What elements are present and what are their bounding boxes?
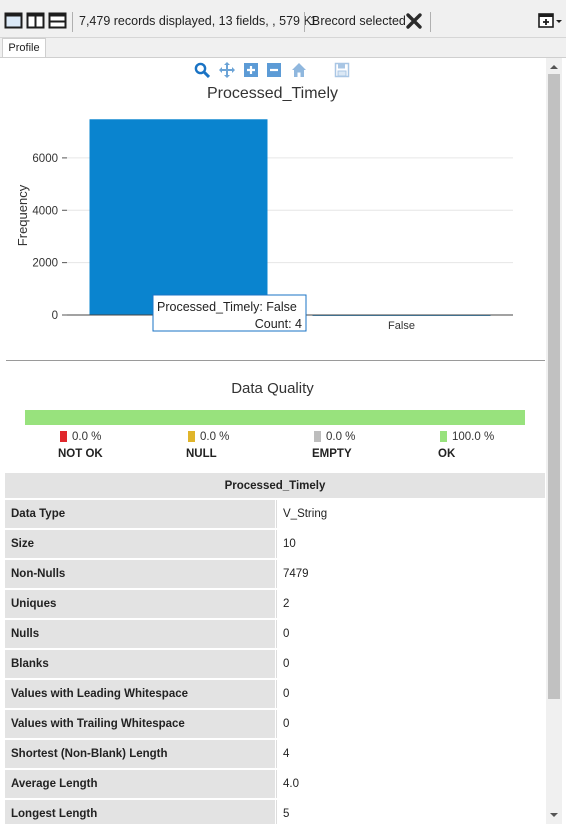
toolbar-separator [430, 12, 431, 32]
table-row: Uniques 2 [5, 590, 545, 620]
toolbar-separator [304, 12, 305, 32]
toolbar-separator [72, 12, 73, 32]
stat-label: Non-Nulls [5, 560, 275, 588]
add-window-button[interactable] [538, 12, 564, 32]
stat-label: Values with Trailing Whitespace [5, 710, 275, 738]
pan-button[interactable] [219, 62, 235, 78]
add-window-icon [538, 13, 562, 28]
zoom-button[interactable] [194, 62, 211, 79]
tab-bar: Profile [0, 38, 566, 58]
records-status: 7,479 records displayed, 13 fields, , 57… [79, 14, 321, 28]
stat-value: 0 [276, 620, 545, 648]
stat-label: Data Type [5, 500, 275, 528]
stat-label: Nulls [5, 620, 275, 648]
chart-title: Processed_Timely [206, 85, 338, 102]
table-row: Values with Leading Whitespace 0 [5, 680, 545, 710]
plus-square-icon [244, 63, 258, 77]
table-row: Non-Nulls 7479 [5, 560, 545, 590]
dq-label: OK [438, 448, 456, 460]
stat-value: 5 [276, 800, 545, 824]
scroll-thumb[interactable] [548, 74, 560, 699]
dq-label: NOT OK [58, 448, 103, 460]
stat-label: Uniques [5, 590, 275, 618]
table-row: Longest Length 5 [5, 800, 545, 824]
y-tick-label: 0 [52, 310, 58, 322]
stat-value: 0 [276, 710, 545, 738]
stat-value: 4.0 [276, 770, 545, 798]
vertical-scrollbar[interactable] [546, 58, 562, 824]
stat-value: 10 [276, 530, 545, 558]
data-quality-bar [25, 410, 525, 425]
minus-square-icon [267, 63, 281, 77]
tab-profile[interactable]: Profile [2, 38, 46, 58]
table-row: Size 10 [5, 530, 545, 560]
dq-swatch [314, 431, 321, 442]
data-quality-title: Data Quality [231, 380, 314, 397]
split-horizontal-button[interactable] [48, 11, 68, 31]
scroll-down-icon[interactable] [549, 810, 559, 820]
table-row: Shortest (Non-Blank) Length 4 [5, 740, 545, 770]
table-row: Values with Trailing Whitespace 0 [5, 710, 545, 740]
stat-value: 4 [276, 740, 545, 768]
reset-view-button[interactable] [291, 62, 307, 78]
table-row: Average Length 4.0 [5, 770, 545, 800]
y-tick-label: 2000 [32, 258, 58, 270]
clear-selection-button[interactable] [405, 12, 425, 32]
dq-label: EMPTY [312, 448, 352, 460]
split-horizontal-icon [48, 12, 67, 29]
stat-value: 0 [276, 650, 545, 678]
section-divider [6, 360, 545, 361]
stat-value: 2 [276, 590, 545, 618]
stat-label: Shortest (Non-Blank) Length [5, 740, 275, 768]
single-pane-icon [4, 12, 23, 29]
y-tick-label: 6000 [32, 153, 58, 165]
y-tick-label: 4000 [32, 205, 58, 217]
dq-swatch [440, 431, 447, 442]
stat-label: Longest Length [5, 800, 275, 824]
field-stats-table: Processed_Timely Data Type V_String Size 1… [5, 473, 545, 824]
close-icon [406, 13, 422, 29]
dq-percent: 100.0 % [452, 431, 495, 443]
stat-label: Blanks [5, 650, 275, 678]
single-view-button[interactable] [4, 11, 24, 31]
tooltip-count: Count: 4 [255, 317, 302, 331]
dq-percent: 0.0 % [326, 431, 356, 443]
table-header: Processed_Timely [5, 473, 545, 500]
save-icon [334, 62, 350, 78]
dq-swatch [60, 431, 67, 442]
tooltip-title: Processed_Timely: False [157, 300, 297, 314]
results-toolbar: 7,479 records displayed, 13 fields, , 57… [0, 0, 566, 38]
stat-value: V_String [276, 500, 545, 528]
stat-label: Size [5, 530, 275, 558]
save-chart-button[interactable] [334, 62, 350, 78]
table-row: Blanks 0 [5, 650, 545, 680]
zoom-out-button[interactable] [266, 62, 282, 78]
zoom-in-button[interactable] [243, 62, 259, 78]
stat-label: Average Length [5, 770, 275, 798]
table-row: Data Type V_String [5, 500, 545, 530]
dq-label: NULL [186, 448, 217, 460]
stat-value: 7479 [276, 560, 545, 588]
x-tick-label: False [388, 320, 415, 332]
histogram-chart: 0 2000 4000 6000 Frequency False Processed_Tim… [15, 119, 513, 332]
y-axis-label: Frequency [15, 184, 30, 246]
stat-value: 0 [276, 680, 545, 708]
selection-status: 1 record selected [310, 14, 406, 28]
home-icon [292, 63, 306, 77]
stat-label: Values with Leading Whitespace [5, 680, 275, 708]
dq-percent: 0.0 % [200, 431, 230, 443]
split-vertical-icon [26, 12, 45, 29]
zoom-icon [194, 62, 211, 79]
scroll-up-icon[interactable] [549, 62, 559, 72]
profile-panel: Processed_Timely 0 2000 4000 6000 Frequency F… [0, 57, 566, 824]
chart-tooltip [152, 294, 307, 332]
table-row: Nulls 0 [5, 620, 545, 650]
dq-percent: 0.0 % [72, 431, 102, 443]
bar-true [89, 119, 268, 315]
split-vertical-button[interactable] [26, 11, 46, 31]
pan-icon [219, 62, 235, 78]
dq-swatch [188, 431, 195, 442]
